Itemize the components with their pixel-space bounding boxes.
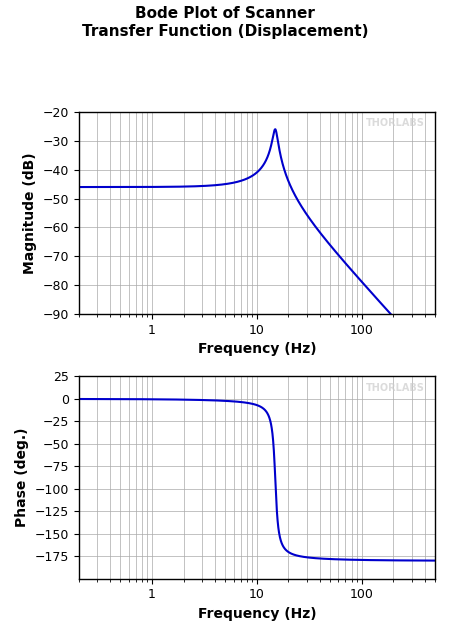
Y-axis label: Phase (deg.): Phase (deg.) <box>15 428 29 527</box>
Y-axis label: Magnitude (dB): Magnitude (dB) <box>23 152 37 274</box>
X-axis label: Frequency (Hz): Frequency (Hz) <box>198 342 316 356</box>
X-axis label: Frequency (Hz): Frequency (Hz) <box>198 607 316 621</box>
Text: Bode Plot of Scanner
Transfer Function (Displacement): Bode Plot of Scanner Transfer Function (… <box>82 6 368 39</box>
Text: THORLABS: THORLABS <box>365 118 424 128</box>
Text: THORLABS: THORLABS <box>365 382 424 392</box>
